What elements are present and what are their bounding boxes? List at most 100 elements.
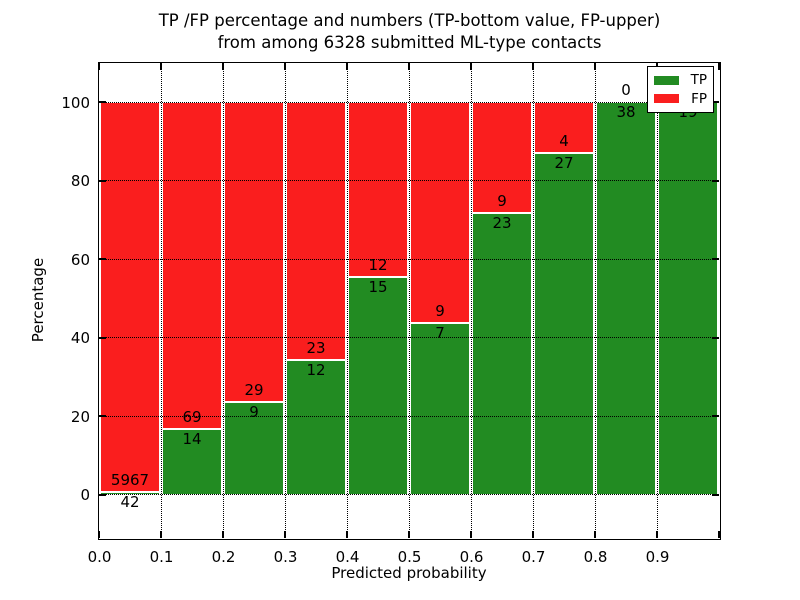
legend-swatch-tp [654, 75, 679, 85]
x-tick-label: 0.0 [87, 548, 112, 566]
y-tick-label: 80 [70, 172, 90, 191]
bar-fp-segment [100, 102, 160, 493]
bar-fp-segment [224, 102, 284, 402]
h-gridline [99, 415, 719, 417]
tick-mark [718, 63, 720, 70]
tick-mark [99, 63, 100, 70]
chart-title: TP /FP percentage and numbers (TP-bottom… [98, 10, 721, 54]
bar-tp-segment [658, 102, 718, 495]
v-gridline [408, 63, 410, 538]
bar-fp-segment [472, 102, 532, 213]
bar-fp-segment [348, 102, 408, 277]
tick-mark [346, 531, 348, 538]
bar-fp-count-label: 0 [621, 81, 631, 100]
v-gridline [222, 63, 224, 538]
chart-title-line-2: from among 6328 submitted ML-type contac… [217, 33, 602, 52]
x-tick-label: 0.7 [521, 548, 546, 566]
tick-mark [594, 531, 596, 538]
bar-fp-count-label: 69 [182, 407, 202, 426]
bar-tp-count-label: 14 [182, 429, 202, 448]
bar-fp-count-label: 4 [559, 131, 569, 150]
tick-mark [160, 531, 162, 538]
tick-mark [222, 63, 224, 70]
y-tick-label: 100 [61, 93, 90, 112]
bar-tp-count-label: 42 [120, 493, 140, 512]
bar-fp-count-label: 5967 [110, 471, 150, 490]
bar-tp-count-label: 23 [492, 213, 512, 232]
y-tick-label: 40 [70, 329, 90, 348]
legend-item-tp: TP [654, 71, 707, 89]
tick-mark [712, 258, 719, 261]
bar-tp-segment [534, 152, 594, 495]
tick-mark [222, 531, 224, 538]
tick-mark [712, 101, 719, 104]
tick-mark [346, 63, 348, 70]
tick-mark [284, 531, 286, 538]
tick-mark [99, 101, 106, 104]
x-tick-label: 0.4 [335, 548, 360, 566]
bar-fp-count-label: 12 [368, 255, 388, 274]
v-gridline [346, 63, 348, 538]
tick-mark [470, 63, 472, 70]
x-tick-label: 0.5 [397, 548, 422, 566]
v-gridline [532, 63, 534, 538]
bar-tp-count-label: 7 [435, 324, 445, 343]
v-gridline [594, 63, 596, 538]
tick-mark [532, 531, 534, 538]
tick-mark [718, 531, 720, 538]
tick-mark [408, 63, 410, 70]
tick-mark [408, 531, 410, 538]
y-tick-label: 60 [70, 250, 90, 269]
tick-mark [160, 63, 162, 70]
tick-mark [712, 179, 719, 182]
x-tick-label: 0.1 [149, 548, 174, 566]
h-gridline [99, 180, 719, 182]
tick-mark [99, 493, 106, 496]
bar-tp-segment [162, 428, 222, 495]
bar-tp-segment [348, 276, 408, 495]
v-gridline [284, 63, 286, 538]
x-tick-label: 0.6 [459, 548, 484, 566]
tick-mark [99, 531, 100, 538]
bar-tp-count-label: 15 [368, 277, 388, 296]
x-tick-label: 0.9 [645, 548, 670, 566]
plot-area: 59674269142992312121597923427038019 [98, 62, 721, 540]
bar-tp-count-label: 12 [306, 361, 326, 380]
v-gridline [470, 63, 472, 538]
x-tick-label: 0.2 [211, 548, 236, 566]
y-tick-label: 20 [70, 407, 90, 426]
tick-mark [99, 415, 106, 418]
h-gridline [99, 101, 719, 103]
bar-tp-segment [472, 212, 532, 495]
x-tick-label: 0.8 [583, 548, 608, 566]
tick-mark [532, 63, 534, 70]
tick-mark [712, 493, 719, 496]
tick-mark [656, 531, 658, 538]
x-axis-label: Predicted probability [331, 564, 487, 582]
h-gridline [99, 337, 719, 339]
legend-item-fp: FP [654, 90, 707, 108]
legend-label-fp: FP [691, 90, 707, 107]
bar-tp-segment [286, 360, 346, 495]
tick-mark [284, 63, 286, 70]
bar-fp-segment [410, 102, 470, 324]
bar-tp-segment [224, 401, 284, 495]
tick-mark [712, 336, 719, 339]
bar-fp-count-label: 29 [244, 380, 264, 399]
h-gridline [99, 258, 719, 260]
bar-fp-count-label: 9 [435, 302, 445, 321]
tick-mark [594, 63, 596, 70]
tick-mark [99, 258, 106, 261]
legend: TP FP [647, 66, 714, 113]
tick-mark [99, 179, 106, 182]
bar-fp-segment [162, 102, 222, 429]
bar-tp-segment [596, 102, 656, 495]
y-tick-label: 0 [80, 486, 90, 505]
bar-tp-count-label: 38 [616, 103, 636, 122]
x-tick-label: 0.3 [273, 548, 298, 566]
v-gridline [160, 63, 162, 538]
tick-mark [99, 336, 106, 339]
bar-fp-segment [286, 102, 346, 361]
chart-title-line-1: TP /FP percentage and numbers (TP-bottom… [158, 11, 661, 30]
